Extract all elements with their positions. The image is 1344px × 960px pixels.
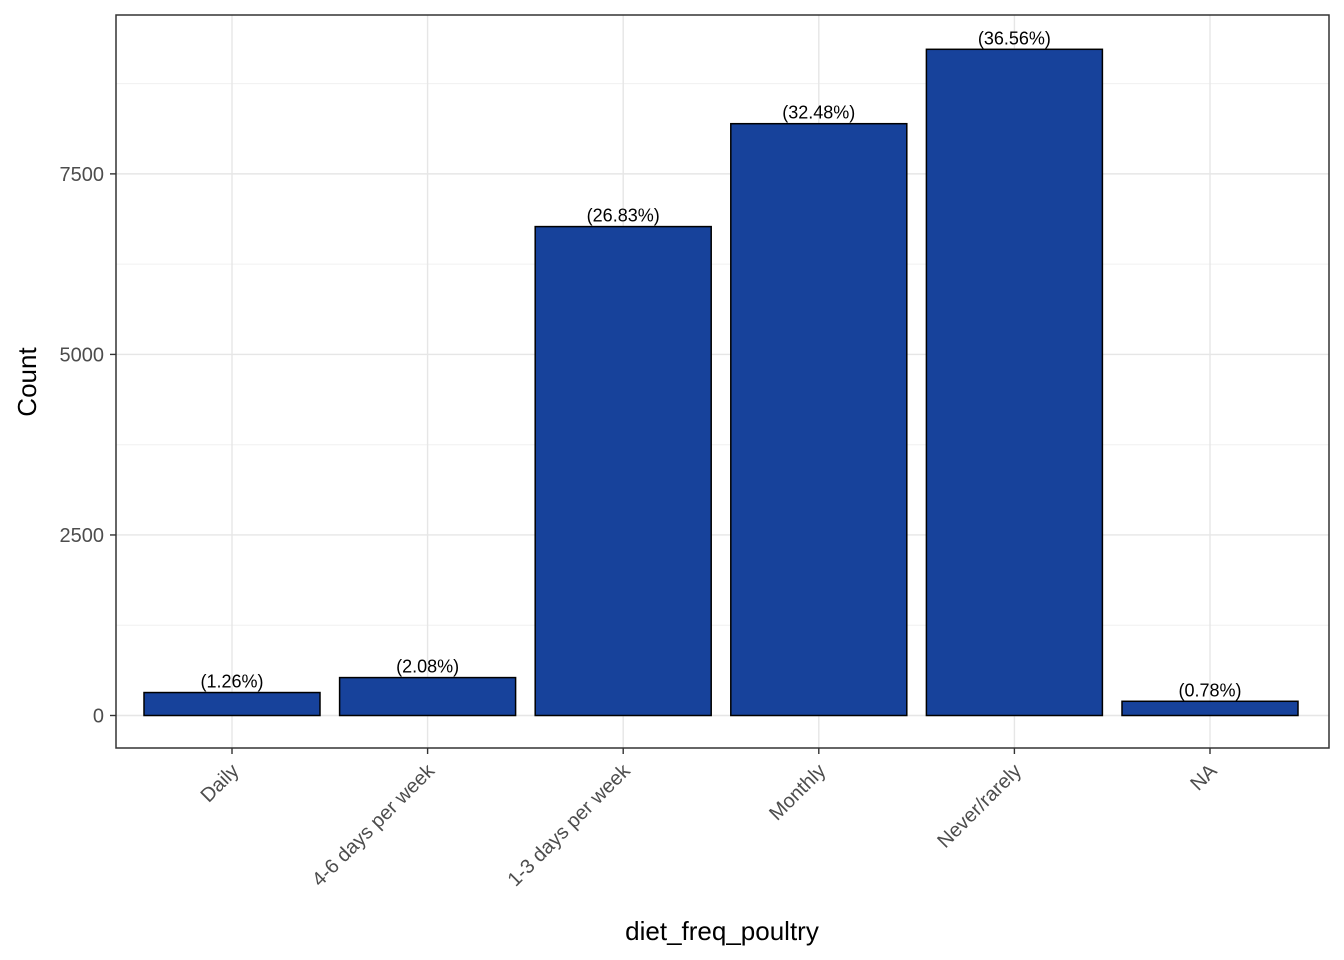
y-tick-label: 5000: [60, 344, 105, 366]
x-tick-label: NA: [1186, 760, 1222, 796]
y-axis-title: Count: [12, 347, 42, 417]
bar: [925, 48, 1104, 717]
bar-data-label: (1.26%): [200, 672, 263, 692]
grid-lines: [116, 15, 1329, 748]
bar: [730, 122, 908, 717]
plot-panel-border: [115, 14, 1330, 749]
x-axis: Daily 4-6 days per week 1-3 days per week M…: [197, 748, 1222, 891]
y-tick-label: 0: [93, 706, 104, 728]
x-tick-label: 1-3 days per week: [504, 759, 636, 891]
x-tick-label: Monthly: [765, 760, 830, 825]
bar: [534, 225, 712, 717]
bar: [143, 691, 321, 717]
y-tick-label: 7500: [60, 164, 105, 186]
bar-data-label: (0.78%): [1178, 680, 1241, 700]
bar: [338, 676, 517, 717]
bar-data-label: (36.56%): [978, 28, 1051, 48]
x-tick-label: 4-6 days per week: [308, 759, 440, 891]
x-axis-title: diet_freq_poultry: [625, 916, 819, 946]
bar-data-label: (26.83%): [587, 206, 660, 226]
bar-data-label: (2.08%): [396, 657, 459, 677]
bar-data-label: (32.48%): [782, 103, 855, 123]
y-axis: 0 2500 5000 7500: [60, 164, 116, 728]
data-labels: (1.26%) (2.08%) (26.83%) (32.48%) (36.56%) (0…: [200, 28, 1241, 700]
x-tick-label: Never/rarely: [933, 760, 1026, 853]
x-tick-label: Daily: [197, 760, 244, 807]
bars: [143, 48, 1299, 717]
y-tick-label: 2500: [60, 525, 105, 547]
bar: [1121, 700, 1299, 717]
